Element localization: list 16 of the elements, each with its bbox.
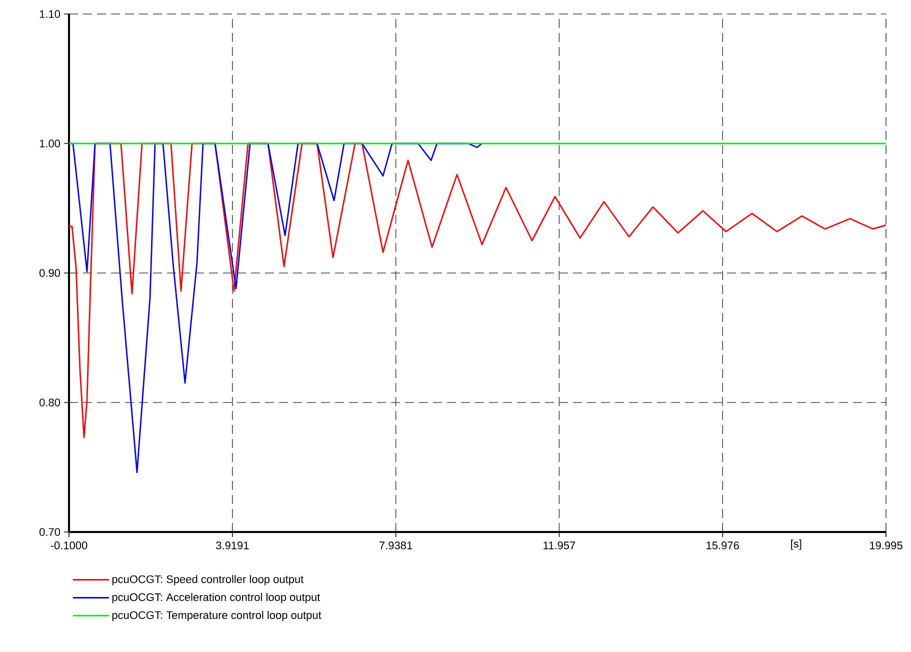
x-tick-label: -0.1000 xyxy=(50,542,88,550)
legend-label: pcuOCGT: Speed controller loop output xyxy=(112,575,304,586)
x-tick-label: 3.9191 xyxy=(216,542,249,550)
y-tick-label: 0.70 xyxy=(40,528,60,536)
y-tick-label: 0.90 xyxy=(40,269,60,277)
x-tick-label: 19.995 xyxy=(870,542,902,550)
legend-label: pcuOCGT: Temperature control loop output xyxy=(112,610,322,622)
x-tick-label: 11.957 xyxy=(544,542,576,550)
y-tick-label: 0.80 xyxy=(40,398,60,406)
x-tick-label: 7.9381 xyxy=(380,542,412,550)
y-tick-label: 1.10 xyxy=(40,10,60,18)
x-axis-title: [s] xyxy=(791,540,802,550)
y-tick-label: 1.00 xyxy=(40,140,60,148)
line-series xyxy=(69,142,886,438)
x-tick-label: 15.976 xyxy=(706,542,739,550)
legend-label: pcuOCGT: Acceleration control loop output xyxy=(112,592,320,604)
